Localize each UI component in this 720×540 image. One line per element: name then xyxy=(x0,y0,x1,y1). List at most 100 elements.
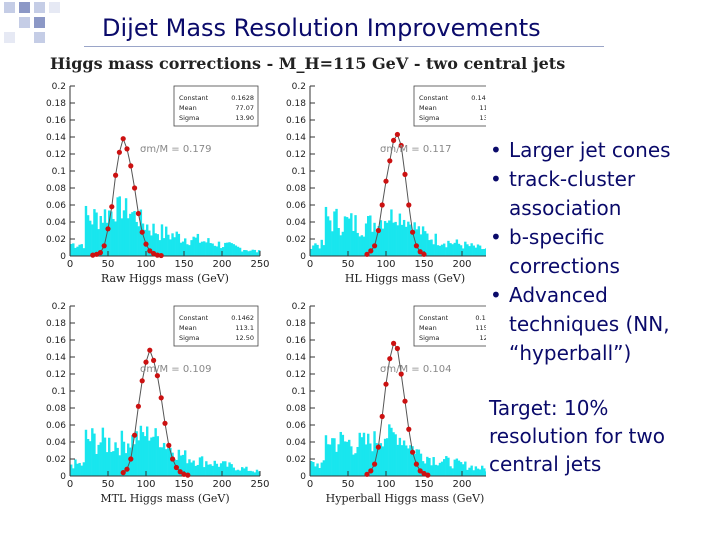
histogram-bin xyxy=(198,457,202,476)
histogram-bin xyxy=(485,471,486,476)
histogram-bin xyxy=(224,461,227,476)
stats-value: 0.1435 xyxy=(471,94,486,102)
histogram-bin xyxy=(82,248,86,256)
data-point xyxy=(132,432,138,438)
histogram-bin xyxy=(419,234,423,256)
histogram-bin xyxy=(409,445,412,476)
histogram-bin xyxy=(160,447,164,476)
histogram-bin xyxy=(466,469,469,476)
histogram-bin xyxy=(188,459,191,476)
stats-value: 112. xyxy=(480,104,486,112)
histogram-bin xyxy=(135,431,138,476)
histogram-bin xyxy=(245,250,248,256)
histogram-bin xyxy=(97,444,100,476)
y-tick-label: 0.02 xyxy=(286,455,306,465)
x-tick-label: 200 xyxy=(452,479,471,490)
data-point xyxy=(151,357,157,363)
histogram-bin xyxy=(238,470,242,476)
histogram-bin xyxy=(93,433,96,476)
histogram-bin xyxy=(224,242,227,256)
histogram-bin xyxy=(226,466,229,476)
histogram-bin xyxy=(230,243,233,256)
stats-name: Constant xyxy=(179,94,209,102)
data-point xyxy=(387,356,393,362)
data-point xyxy=(410,449,416,455)
histogram-bin xyxy=(434,464,437,476)
histogram-bin xyxy=(127,443,130,476)
histogram-bin xyxy=(257,250,261,256)
histogram-bin xyxy=(445,456,448,476)
histogram-bin xyxy=(453,242,456,256)
histogram-bin xyxy=(110,451,113,476)
histogram-bin xyxy=(421,461,425,476)
histogram-panel: 0 0.02 0.04 0.06 0.08 0.1 0.12 0.14 0.16 0.18 0.2 0… xyxy=(286,302,486,505)
histogram-bin xyxy=(426,456,429,476)
histogram-bin xyxy=(129,447,132,476)
histogram-bin xyxy=(436,465,440,476)
stats-value: 0.157 xyxy=(475,314,486,322)
histogram-bin xyxy=(476,244,480,256)
histogram-bin xyxy=(474,466,478,476)
histogram-bin xyxy=(310,461,313,476)
histogram-bin xyxy=(114,221,117,256)
histogram-bin xyxy=(322,460,326,476)
data-point xyxy=(413,243,419,249)
histogram-bin xyxy=(432,457,435,476)
histogram-bin xyxy=(407,448,410,476)
histogram-bin xyxy=(122,210,126,256)
histogram-bin xyxy=(424,231,427,256)
y-tick-label: 0.2 xyxy=(52,82,66,92)
histogram-bin xyxy=(203,241,206,256)
histogram-bin xyxy=(462,248,465,256)
histogram-bin xyxy=(141,432,145,476)
histogram-bin xyxy=(364,223,368,256)
x-tick-label: 50 xyxy=(342,259,355,270)
stats-box xyxy=(413,85,486,127)
data-point xyxy=(147,248,153,254)
data-point xyxy=(372,243,378,249)
histogram-bin xyxy=(402,440,406,476)
histogram-bin xyxy=(396,225,399,256)
data-point xyxy=(417,468,423,474)
histogram-bin xyxy=(184,450,187,476)
y-tick-label: 0.08 xyxy=(286,184,306,194)
histogram-bin xyxy=(203,467,206,476)
data-point xyxy=(402,398,408,404)
histogram-bin xyxy=(419,453,423,476)
histogram-bin xyxy=(428,458,431,476)
histogram-bin xyxy=(464,461,467,476)
histogram-bin xyxy=(468,246,471,256)
histogram-bin xyxy=(120,218,124,256)
bullet-item: b-specific corrections xyxy=(486,223,716,281)
y-tick-label: 0.1 xyxy=(52,167,66,177)
histogram-bin xyxy=(394,221,397,256)
y-tick-label: 0.18 xyxy=(46,99,66,109)
histogram-bin xyxy=(228,242,231,256)
histogram-bin xyxy=(217,241,221,256)
histogram-bin xyxy=(249,470,252,476)
data-point xyxy=(406,426,412,432)
histogram-bin xyxy=(362,432,366,476)
histogram-bin xyxy=(247,251,250,256)
histogram-bin xyxy=(432,244,435,256)
histogram-bin xyxy=(179,455,183,476)
histogram-bin xyxy=(364,444,368,476)
y-tick-label: 0.08 xyxy=(46,184,66,194)
data-point xyxy=(391,340,397,346)
histogram-bin xyxy=(324,206,328,256)
histogram-bin xyxy=(367,216,370,256)
data-point xyxy=(364,251,370,257)
histogram-bin xyxy=(173,237,176,256)
histogram-bin xyxy=(255,252,259,256)
y-tick-label: 0.12 xyxy=(286,370,306,380)
data-point xyxy=(105,226,111,232)
histogram-bin xyxy=(158,447,162,476)
histogram-bin xyxy=(198,242,202,256)
histogram-bin xyxy=(156,234,159,256)
histogram-bin xyxy=(329,444,332,476)
stats-value: 0.1462 xyxy=(231,314,254,322)
data-point xyxy=(124,466,130,472)
histogram-bin xyxy=(369,215,372,256)
histogram-bin xyxy=(335,451,338,476)
y-tick-label: 0.08 xyxy=(286,404,306,414)
